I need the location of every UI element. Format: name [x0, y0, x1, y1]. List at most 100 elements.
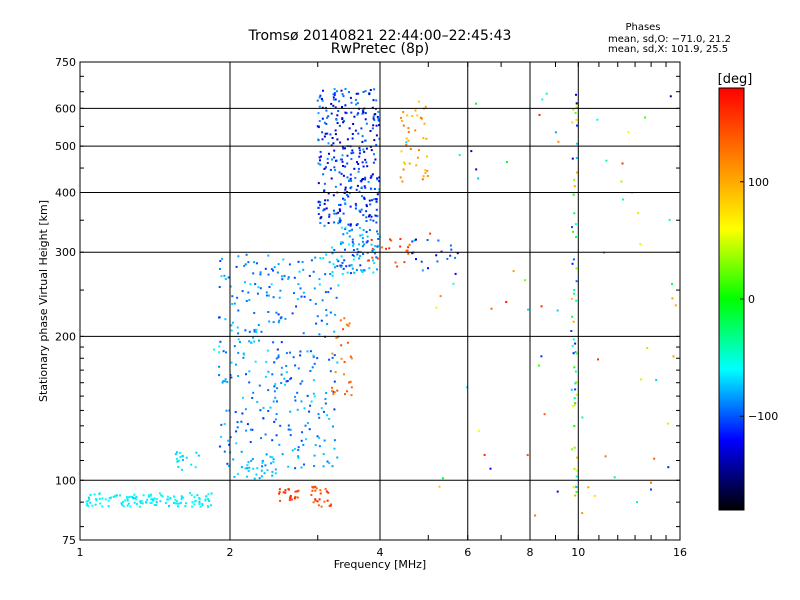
- data-point: [293, 497, 296, 500]
- data-point: [191, 505, 194, 508]
- data-point: [334, 169, 337, 172]
- data-point: [269, 406, 272, 409]
- data-point: [176, 460, 179, 463]
- data-point: [572, 258, 575, 261]
- data-point: [122, 505, 125, 508]
- data-point: [355, 188, 358, 191]
- data-point: [354, 207, 357, 210]
- colorbar-tick-label: 100: [748, 176, 769, 189]
- data-point: [362, 178, 364, 180]
- data-point: [267, 389, 270, 392]
- data-point: [317, 213, 320, 215]
- data-point: [402, 124, 405, 127]
- data-point: [323, 190, 325, 193]
- data-point: [335, 212, 338, 215]
- grid-lines: [80, 62, 680, 540]
- data-point: [319, 489, 322, 492]
- data-point: [297, 489, 300, 492]
- data-point: [534, 514, 537, 517]
- data-point: [328, 261, 331, 264]
- data-point: [358, 243, 361, 246]
- data-point: [356, 102, 359, 105]
- data-point: [210, 492, 213, 495]
- data-point: [262, 406, 265, 409]
- data-point: [446, 257, 449, 260]
- data-point: [668, 218, 671, 221]
- data-point: [275, 311, 278, 314]
- data-point: [596, 118, 599, 121]
- data-point: [323, 208, 326, 211]
- data-point: [489, 467, 492, 470]
- data-point: [377, 119, 380, 122]
- data-point: [314, 302, 317, 305]
- data-point: [273, 390, 276, 393]
- data-point: [356, 113, 359, 116]
- data-point: [227, 464, 230, 467]
- data-point: [263, 472, 266, 475]
- data-point: [255, 328, 258, 331]
- data-point: [344, 248, 346, 251]
- data-point: [236, 426, 239, 429]
- data-point: [223, 450, 226, 453]
- data-point: [340, 241, 343, 244]
- data-point: [470, 150, 473, 153]
- data-point: [365, 220, 368, 222]
- data-point: [323, 202, 326, 205]
- data-point: [346, 232, 349, 235]
- data-point: [360, 208, 363, 211]
- data-point: [363, 269, 366, 272]
- data-point: [227, 276, 230, 279]
- data-point: [413, 239, 416, 242]
- data-point: [177, 459, 180, 462]
- data-point: [282, 258, 285, 261]
- data-point: [291, 312, 294, 315]
- data-point: [269, 455, 272, 458]
- data-point: [338, 124, 341, 127]
- data-point: [344, 202, 347, 205]
- data-point: [346, 390, 348, 393]
- data-point: [235, 430, 238, 433]
- data-point: [401, 120, 404, 122]
- data-point: [190, 463, 193, 466]
- data-point: [311, 485, 314, 488]
- data-point: [322, 209, 325, 212]
- data-point: [320, 319, 323, 322]
- data-point: [343, 120, 345, 123]
- data-point: [362, 148, 365, 151]
- data-point: [621, 162, 624, 165]
- data-point: [341, 273, 344, 275]
- data-point: [372, 219, 375, 222]
- data-point: [337, 211, 340, 214]
- data-point: [581, 416, 584, 419]
- data-point: [318, 283, 321, 286]
- data-point: [327, 222, 330, 224]
- data-point: [284, 491, 287, 494]
- data-point: [333, 88, 336, 91]
- data-point: [322, 89, 324, 92]
- data-point: [276, 387, 278, 390]
- data-point: [363, 150, 366, 153]
- data-point: [278, 443, 281, 446]
- data-point: [425, 137, 428, 140]
- data-point: [325, 392, 328, 394]
- data-point: [365, 147, 368, 150]
- data-point: [352, 151, 355, 154]
- data-point: [268, 320, 271, 323]
- data-point: [357, 112, 360, 115]
- data-point: [374, 214, 377, 217]
- data-point: [575, 267, 578, 270]
- data-point: [373, 153, 375, 156]
- data-point: [276, 271, 279, 274]
- y-tick-label: 300: [55, 246, 76, 259]
- data-point: [338, 208, 341, 211]
- legend-title: Phases: [625, 22, 660, 33]
- data-point: [671, 282, 673, 285]
- data-point: [574, 111, 577, 114]
- data-point: [354, 176, 357, 179]
- data-point: [340, 89, 343, 92]
- data-point: [332, 393, 335, 396]
- data-point: [245, 300, 248, 302]
- data-point: [331, 389, 333, 392]
- data-point: [475, 168, 478, 171]
- data-point: [249, 441, 252, 443]
